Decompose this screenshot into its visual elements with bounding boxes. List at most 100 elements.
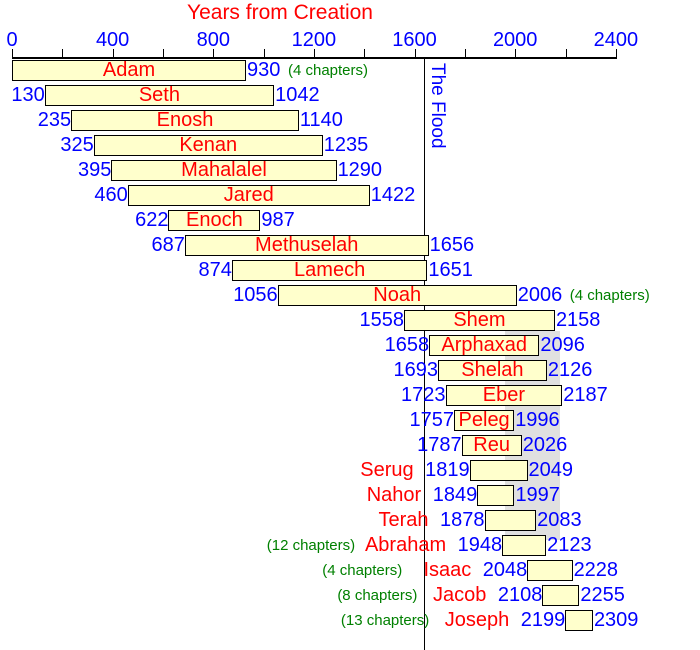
timeline-row[interactable]: 395 1290 Mahalalel: [0, 158, 700, 183]
end-year-label: 2096: [540, 334, 585, 356]
x-axis-tick: [566, 49, 567, 59]
end-year-label: 2158: [555, 309, 601, 331]
end-year-label: 1235: [323, 134, 369, 156]
lifespan-bar[interactable]: [437, 360, 547, 381]
timeline-row[interactable]: 130 1042 Seth: [0, 83, 700, 108]
x-axis-tick: [314, 49, 315, 59]
lifespan-bar[interactable]: [542, 585, 580, 606]
timeline-row[interactable]: 687 1656 Methuselah: [0, 233, 700, 258]
lifespan-bar[interactable]: [231, 260, 428, 281]
x-axis-tick-label: 400: [95, 29, 130, 51]
lifespan-bar[interactable]: [93, 135, 323, 156]
lifespan-bar[interactable]: [461, 435, 522, 456]
lifespan-bar[interactable]: [445, 385, 563, 406]
timeline-row[interactable]: 930 Adam (4 chapters): [0, 58, 700, 83]
lifespan-bar[interactable]: [502, 535, 547, 556]
start-year-label: 622: [135, 209, 169, 231]
start-year-label: 325: [60, 134, 94, 156]
end-year-label: 2026: [522, 434, 568, 456]
chart-title: Years from Creation: [187, 1, 373, 24]
timeline-row[interactable]: 1787 2026 Reu: [0, 433, 700, 458]
x-axis-line: [12, 57, 616, 59]
x-axis-tick-label: 1600: [392, 29, 437, 51]
timeline-row[interactable]: 1878 2083 Terah: [0, 508, 700, 533]
start-year-label: 395: [78, 159, 112, 181]
timeline-row[interactable]: 2108 2255 Jacob (8 chapters): [0, 583, 700, 608]
chapters-annotation: (12 chapters): [266, 537, 356, 554]
timeline-row[interactable]: 622 987 Enoch: [0, 208, 700, 233]
lifespan-bar[interactable]: [184, 235, 429, 256]
timeline-row[interactable]: 2048 2228 Isaac (4 chapters): [0, 558, 700, 583]
chapters-annotation: (4 chapters): [322, 562, 403, 579]
x-axis-tick: [12, 49, 13, 59]
lifespan-bar[interactable]: [484, 510, 537, 531]
timeline-row[interactable]: 1658 2096 Arphaxad: [0, 333, 700, 358]
lifespan-bar[interactable]: [71, 110, 299, 131]
start-year-label: 235: [37, 109, 72, 131]
end-year-label: 2187: [563, 384, 608, 406]
lifespan-bar[interactable]: [454, 410, 515, 431]
timeline-row[interactable]: 874 1651 Lamech: [0, 258, 700, 283]
timeline-row[interactable]: 1849 1997 Nahor: [0, 483, 700, 508]
timeline-row[interactable]: 325 1235 Kenan: [0, 133, 700, 158]
chapters-annotation: (13 chapters): [340, 612, 430, 629]
timeline-row[interactable]: 235 1140 Enosh: [0, 108, 700, 133]
start-year-label: 1757: [409, 409, 455, 431]
flood-marker-line: [424, 57, 425, 650]
timeline-row[interactable]: 460 1422 Jared: [0, 183, 700, 208]
x-axis-tick: [364, 49, 365, 59]
start-year-label: 1878: [440, 509, 485, 531]
lifespan-bar[interactable]: [168, 210, 261, 231]
timeline-row[interactable]: 1056 2006 Noah (4 chapters): [0, 283, 700, 308]
timeline-row[interactable]: 1723 2187 Eber: [0, 383, 700, 408]
lifespan-bar[interactable]: [469, 460, 528, 481]
end-year-label: 1656: [429, 234, 475, 256]
timeline-row[interactable]: 2199 2309 Joseph (13 chapters): [0, 608, 700, 633]
end-year-label: 1140: [299, 109, 343, 131]
flood-marker-label: The Flood: [427, 63, 448, 149]
x-axis-tick: [264, 49, 265, 59]
start-year-label: 874: [198, 259, 232, 281]
lifespan-bar[interactable]: [477, 485, 515, 506]
start-year-label: 1723: [401, 384, 446, 406]
chapters-annotation: (4 chapters): [569, 287, 650, 304]
lifespan-bar[interactable]: [403, 310, 555, 331]
x-axis-tick: [515, 49, 516, 59]
end-year-label: 2006: [517, 284, 563, 306]
lifespan-bar[interactable]: [277, 285, 517, 306]
end-year-label: 2083: [537, 509, 582, 531]
lifespan-bar[interactable]: [12, 60, 246, 81]
x-axis-tick: [213, 49, 214, 59]
end-year-label: 1290: [337, 159, 383, 181]
end-year-label: 1996: [515, 409, 560, 431]
lifespan-bar[interactable]: [127, 185, 370, 206]
start-year-label: 460: [94, 184, 128, 206]
timeline-row[interactable]: 1819 2049 Serug: [0, 458, 700, 483]
timeline-row[interactable]: 1757 1996 Peleg: [0, 408, 700, 433]
x-axis-tick: [616, 49, 617, 59]
lifespan-bar[interactable]: [44, 85, 275, 106]
end-year-label: 2228: [573, 559, 619, 581]
end-year-label: 930: [246, 59, 281, 81]
end-year-label: 987: [261, 209, 295, 231]
x-axis-tick-label: 800: [196, 29, 230, 51]
start-year-label: 1693: [393, 359, 438, 381]
x-axis-tick: [62, 49, 63, 59]
start-year-label: 130: [11, 84, 45, 106]
lifespan-bar[interactable]: [111, 160, 337, 181]
lifespan-bar[interactable]: [527, 560, 573, 581]
timeline-row[interactable]: 1558 2158 Shem: [0, 308, 700, 333]
timeline-row[interactable]: 1693 2126 Shelah: [0, 358, 700, 383]
lifespan-bar[interactable]: [429, 335, 540, 356]
start-year-label: 1056: [233, 284, 278, 306]
start-year-label: 1787: [417, 434, 462, 456]
end-year-label: 1042: [275, 84, 320, 106]
end-year-label: 1997: [515, 484, 560, 506]
timeline-row[interactable]: 1948 2123 Abraham (12 chapters): [0, 533, 700, 558]
x-axis-tick: [465, 49, 466, 59]
x-axis-tick-label: 2000: [492, 29, 538, 51]
end-year-label: 2049: [528, 459, 574, 481]
lifespan-bar[interactable]: [565, 610, 593, 631]
end-year-label: 2309: [593, 609, 639, 631]
